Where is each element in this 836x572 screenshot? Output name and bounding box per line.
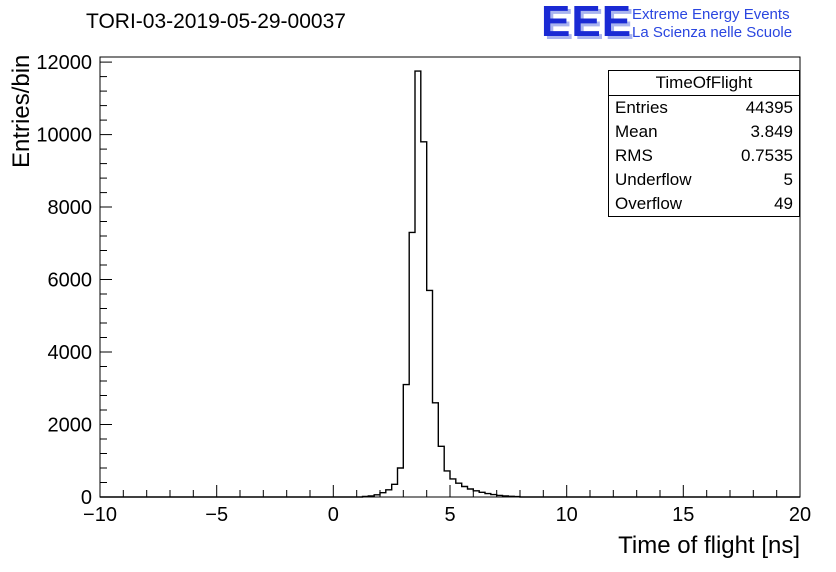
- eee-logo: EEE: [541, 0, 633, 46]
- y-tick-label: 4000: [48, 342, 93, 364]
- stats-row-overflow: Overflow 49: [609, 192, 799, 216]
- x-tick-label: 15: [672, 504, 694, 526]
- stats-label: RMS: [615, 146, 653, 165]
- x-tick-label: 0: [328, 504, 339, 526]
- y-tick-label: 0: [81, 487, 92, 509]
- y-axis-title: Entries/bin: [8, 54, 35, 168]
- logo-subtitle-line1: Extreme Energy Events: [632, 6, 790, 23]
- stats-box-title: TimeOfFlight: [609, 71, 799, 96]
- stats-row-mean: Mean 3.849: [609, 120, 799, 144]
- logo-subtitle-line2: La Scienza nelle Scuole: [632, 24, 793, 41]
- stats-label: Entries: [615, 98, 668, 117]
- stats-value: 49: [774, 194, 793, 213]
- x-tick-label: −5: [205, 504, 228, 526]
- y-tick-label: 2000: [48, 415, 93, 437]
- stats-label: Overflow: [615, 194, 683, 213]
- y-tick-label: 12000: [36, 52, 92, 74]
- x-tick-label: 10: [556, 504, 578, 526]
- stats-value: 0.7535: [741, 146, 793, 165]
- x-tick-label: 5: [444, 504, 455, 526]
- page-title: TORI-03-2019-05-29-00037: [86, 10, 346, 33]
- y-tick-label: 6000: [48, 270, 93, 292]
- stats-value: 44395: [745, 98, 793, 117]
- stats-label: Mean: [615, 122, 658, 141]
- stats-row-underflow: Underflow 5: [609, 168, 799, 192]
- stats-row-rms: RMS 0.7535: [609, 144, 799, 168]
- y-tick-label: 10000: [36, 125, 92, 147]
- stats-value: 3.849: [750, 122, 793, 141]
- x-tick-label: −10: [83, 504, 117, 526]
- x-tick-label: 20: [789, 504, 811, 526]
- x-axis-title: Time of flight [ns]: [618, 532, 800, 559]
- stats-label: Underflow: [615, 170, 692, 189]
- stats-box: TimeOfFlight Entries 44395 Mean 3.849 RM…: [608, 70, 800, 217]
- stats-value: 5: [783, 170, 793, 189]
- logo-subtitle: Extreme Energy Events La Scienza nelle S…: [632, 6, 792, 42]
- stats-row-entries: Entries 44395: [609, 96, 799, 120]
- y-tick-label: 8000: [48, 197, 93, 219]
- histogram-line: [100, 70, 800, 498]
